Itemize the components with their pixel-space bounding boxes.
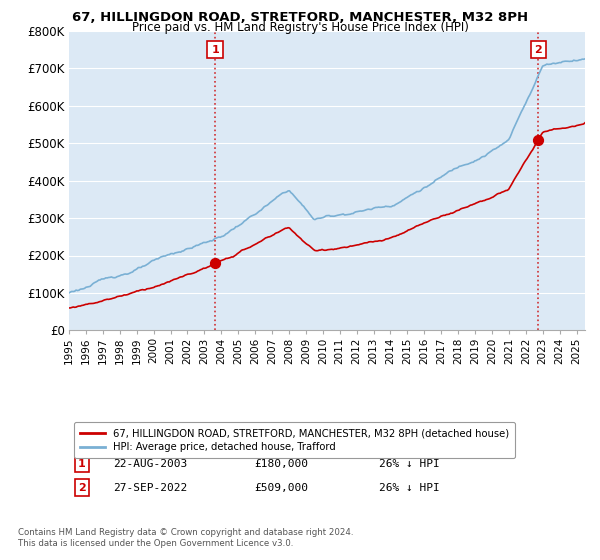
Text: 67, HILLINGDON ROAD, STRETFORD, MANCHESTER, M32 8PH: 67, HILLINGDON ROAD, STRETFORD, MANCHEST… <box>72 11 528 24</box>
Text: 22-AUG-2003: 22-AUG-2003 <box>113 459 187 469</box>
Legend: 67, HILLINGDON ROAD, STRETFORD, MANCHESTER, M32 8PH (detached house), HPI: Avera: 67, HILLINGDON ROAD, STRETFORD, MANCHEST… <box>74 422 515 458</box>
Point <box>533 136 543 144</box>
Text: 26% ↓ HPI: 26% ↓ HPI <box>379 483 439 493</box>
Text: Contains HM Land Registry data © Crown copyright and database right 2024.
This d: Contains HM Land Registry data © Crown c… <box>18 528 353 548</box>
Text: £509,000: £509,000 <box>255 483 309 493</box>
Point <box>211 259 220 268</box>
Text: 1: 1 <box>78 459 86 469</box>
Text: £180,000: £180,000 <box>255 459 309 469</box>
Text: 1: 1 <box>211 45 219 54</box>
Text: Price paid vs. HM Land Registry's House Price Index (HPI): Price paid vs. HM Land Registry's House … <box>131 21 469 34</box>
Text: 2: 2 <box>78 483 86 493</box>
Text: 26% ↓ HPI: 26% ↓ HPI <box>379 459 439 469</box>
Text: 2: 2 <box>535 45 542 54</box>
Text: 27-SEP-2022: 27-SEP-2022 <box>113 483 187 493</box>
